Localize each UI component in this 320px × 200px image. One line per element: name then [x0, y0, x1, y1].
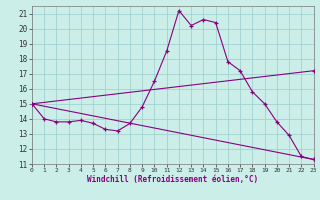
X-axis label: Windchill (Refroidissement éolien,°C): Windchill (Refroidissement éolien,°C): [87, 175, 258, 184]
